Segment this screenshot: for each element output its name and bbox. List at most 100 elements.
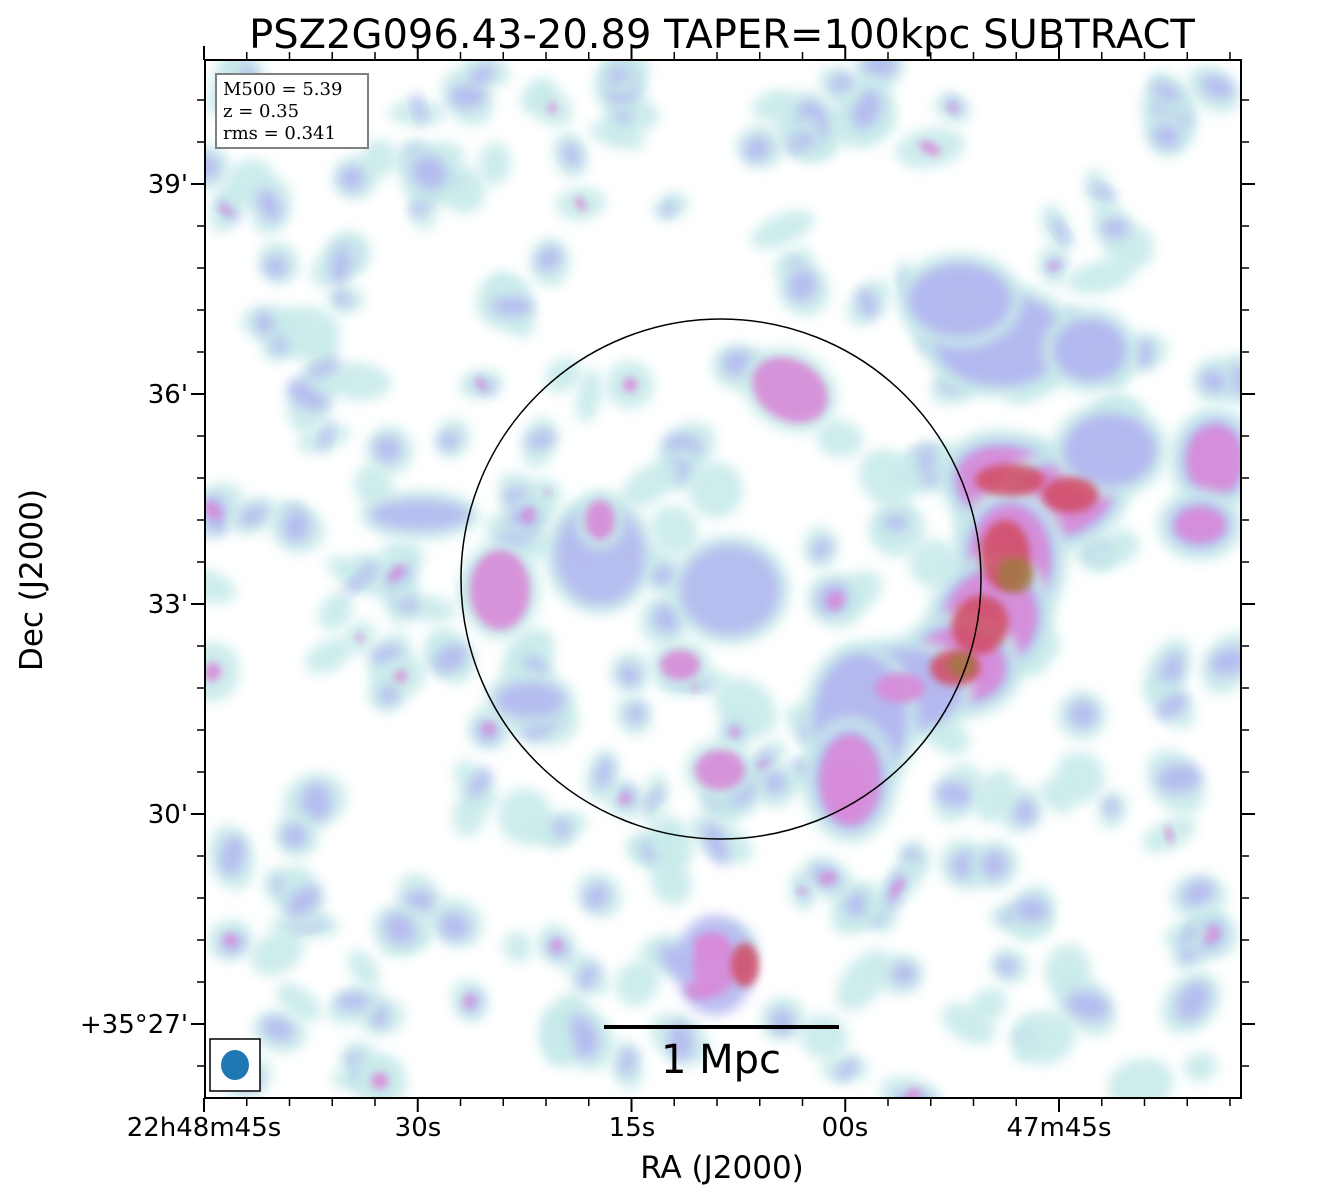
beam-ellipse-icon bbox=[221, 1050, 249, 1080]
scale-bar-label: 1 Mpc bbox=[661, 1037, 781, 1083]
emission-blob bbox=[1152, 124, 1180, 148]
emission-blob bbox=[1151, 81, 1181, 102]
emission-blob bbox=[619, 1048, 636, 1076]
emission-blob bbox=[585, 500, 615, 540]
emission-blob bbox=[688, 461, 744, 519]
emission-map bbox=[205, 60, 1241, 1098]
emission-blob bbox=[347, 950, 380, 988]
emission-blob bbox=[595, 758, 613, 789]
emission-blob bbox=[619, 460, 680, 509]
emission-blob bbox=[318, 591, 353, 632]
emission-blob bbox=[305, 638, 352, 675]
emission-blob bbox=[464, 994, 475, 1008]
emission-blob bbox=[1175, 981, 1210, 1022]
emission-blob bbox=[889, 878, 905, 898]
emission-blob bbox=[858, 288, 878, 319]
emission-blob bbox=[438, 912, 470, 940]
emission-blob bbox=[680, 545, 780, 635]
emission-blob bbox=[796, 888, 808, 894]
emission-blob bbox=[577, 962, 598, 991]
emission-blob bbox=[219, 204, 232, 215]
emission-blob bbox=[618, 664, 641, 686]
emission-blob bbox=[750, 210, 815, 250]
emission-blob bbox=[262, 1017, 294, 1041]
x-tick-label-4: 47m45s bbox=[1006, 1113, 1111, 1143]
emission-blob bbox=[584, 883, 609, 910]
emission-blob bbox=[973, 770, 1017, 823]
emission-blob bbox=[1042, 477, 1098, 513]
emission-blob bbox=[685, 980, 715, 1000]
emission-blob bbox=[1179, 924, 1197, 947]
emission-blob bbox=[816, 419, 863, 458]
r500-circle bbox=[460, 318, 982, 840]
emission-blob bbox=[752, 357, 828, 423]
emission-blob bbox=[647, 565, 679, 585]
emission-blob bbox=[970, 987, 1007, 1022]
emission-blob bbox=[875, 673, 925, 703]
emission-blob bbox=[502, 931, 533, 963]
emission-blob bbox=[1175, 507, 1225, 543]
emission-blob bbox=[863, 60, 896, 80]
emission-blob bbox=[996, 957, 1017, 976]
emission-blob bbox=[829, 74, 854, 93]
emission-blob bbox=[411, 155, 447, 191]
emission-blob bbox=[641, 788, 665, 811]
emission-blob bbox=[1054, 751, 1105, 803]
emission-blob bbox=[811, 539, 833, 559]
emission-blob bbox=[355, 633, 364, 642]
emission-blob bbox=[836, 1058, 858, 1081]
emission-blob bbox=[322, 361, 392, 401]
emission-blob bbox=[330, 248, 350, 285]
emission-blob bbox=[1068, 700, 1097, 728]
emission-blob bbox=[205, 501, 223, 520]
emission-blob bbox=[650, 861, 692, 906]
emission-blob bbox=[374, 435, 401, 463]
emission-blob bbox=[551, 938, 562, 952]
emission-blob bbox=[469, 64, 494, 87]
emission-blob bbox=[660, 650, 700, 680]
plot-frame bbox=[204, 59, 1242, 1099]
emission-blob bbox=[704, 822, 729, 865]
emission-blob bbox=[205, 568, 236, 604]
emission-blob bbox=[827, 591, 844, 610]
emission-blob bbox=[851, 89, 881, 129]
emission-blob bbox=[470, 550, 530, 630]
emission-blob bbox=[1070, 420, 1150, 480]
x-tick-label-0: 22h48m45s bbox=[127, 1113, 282, 1143]
emission-blob bbox=[1187, 425, 1241, 495]
emission-blob bbox=[334, 289, 350, 307]
emission-blob bbox=[1183, 1052, 1218, 1082]
emission-blob bbox=[1209, 647, 1241, 676]
emission-blob bbox=[948, 103, 957, 113]
y-tick-label-1: 36' bbox=[148, 380, 188, 410]
emission-blob bbox=[319, 421, 333, 452]
y-axis-label: Dec (J2000) bbox=[14, 489, 50, 671]
emission-blob bbox=[250, 930, 304, 976]
emission-blob bbox=[730, 728, 740, 738]
emission-blob bbox=[498, 788, 553, 846]
emission-blob bbox=[935, 782, 974, 807]
emission-blob bbox=[339, 166, 365, 191]
emission-blob bbox=[1182, 879, 1215, 907]
emission-blobs bbox=[205, 60, 1241, 1098]
emission-blob bbox=[307, 358, 340, 379]
emission-blob bbox=[300, 782, 332, 823]
emission-blob bbox=[1156, 693, 1189, 719]
emission-blob bbox=[219, 835, 246, 876]
emission-blob bbox=[370, 500, 470, 530]
emission-blob bbox=[694, 933, 726, 957]
emission-blob bbox=[626, 703, 646, 724]
x-tick-label-2: 15s bbox=[609, 1113, 656, 1143]
emission-blob bbox=[948, 653, 976, 677]
emission-blob bbox=[264, 255, 288, 278]
emission-blob bbox=[205, 154, 219, 179]
emission-blob bbox=[1134, 339, 1154, 368]
emission-blob bbox=[650, 505, 699, 556]
emission-blob bbox=[476, 378, 486, 390]
emission-blob bbox=[336, 992, 371, 1010]
emission-blob bbox=[1089, 184, 1117, 200]
beam-box bbox=[209, 1038, 261, 1092]
emission-blob bbox=[660, 201, 676, 217]
emission-blob bbox=[1051, 218, 1070, 245]
